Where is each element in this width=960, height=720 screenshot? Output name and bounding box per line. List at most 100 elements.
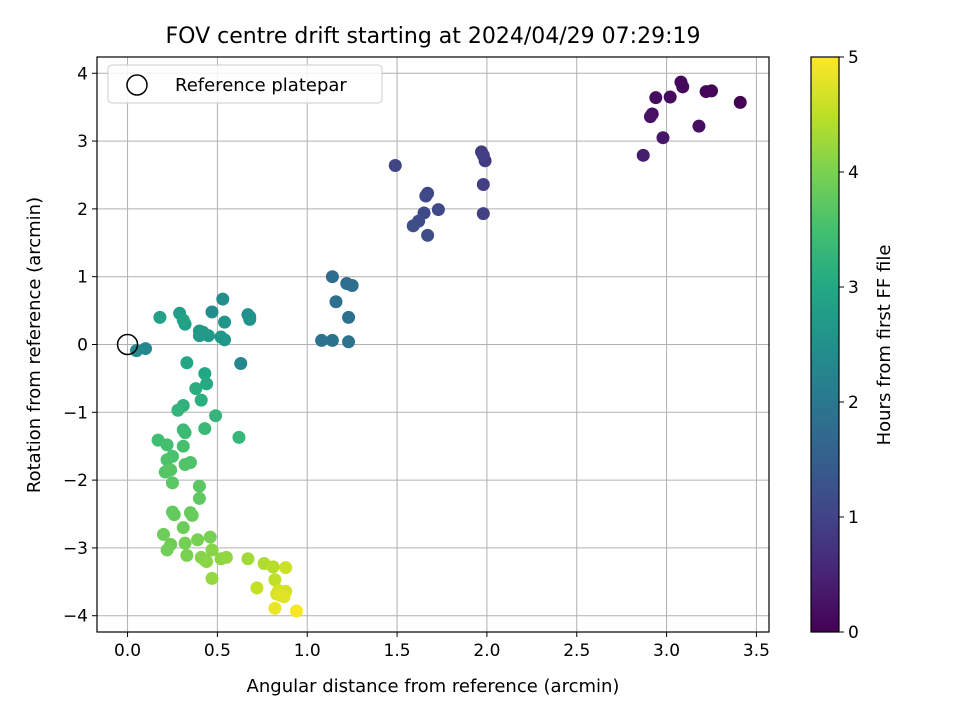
data-point (218, 315, 232, 329)
data-point (315, 333, 329, 347)
y-tick-label: 2 (77, 200, 88, 220)
colorbar-tick-label: 3 (848, 278, 859, 298)
y-tick-label: 1 (77, 268, 88, 288)
data-point (160, 453, 174, 467)
data-point (164, 463, 178, 477)
colorbar-label: Hours from first FF file (874, 245, 895, 446)
data-point (214, 330, 228, 344)
data-point (196, 325, 210, 339)
y-tick-label: 4 (77, 64, 88, 84)
data-point (192, 491, 206, 505)
data-point (268, 601, 282, 615)
data-point (192, 479, 206, 493)
data-point (203, 530, 217, 544)
colorbar-tick-label: 5 (848, 48, 859, 68)
x-tick-label: 3.0 (653, 641, 680, 661)
data-point (205, 571, 219, 585)
data-point (180, 356, 194, 370)
data-point (329, 295, 343, 309)
data-point (130, 344, 144, 358)
data-point (198, 367, 212, 381)
reference-point (116, 333, 139, 356)
y-tick-label: −4 (63, 607, 88, 627)
data-point (160, 543, 174, 557)
colorbar-frame (810, 56, 840, 633)
data-point (636, 148, 650, 162)
data-point (656, 131, 670, 145)
data-point (200, 377, 214, 391)
data-point (289, 604, 303, 618)
x-tick-label: 2.0 (473, 641, 500, 661)
y-tick-label: 3 (77, 132, 88, 152)
legend-entry: Reference platepar (175, 75, 347, 96)
colorbar-tick-label: 1 (848, 508, 859, 528)
colorbar: 0 1 2 3 4 5 Hours from first FF file (810, 48, 895, 643)
x-tick-label: 1.0 (294, 641, 321, 661)
y-tick-label: 0 (77, 336, 88, 356)
x-axis: 0.0 0.5 1.0 1.5 2.0 2.5 3.0 3.5 (114, 632, 770, 661)
data-point (273, 588, 287, 602)
data-point (421, 228, 435, 242)
data-point (194, 393, 208, 407)
data-point (241, 552, 255, 566)
data-point (406, 219, 420, 233)
data-point (209, 409, 223, 423)
data-points (130, 75, 747, 618)
y-tick-label: −2 (63, 471, 88, 491)
data-point (191, 533, 205, 547)
data-point (692, 119, 706, 133)
data-point (345, 279, 359, 293)
data-point (156, 527, 170, 541)
x-tick-label: 0.0 (114, 641, 141, 661)
data-point (250, 581, 264, 595)
data-point (178, 458, 192, 472)
data-point (419, 189, 433, 203)
colorbar-tick-label: 4 (848, 163, 859, 183)
data-point (266, 560, 280, 574)
data-point (219, 550, 233, 564)
chart-title: FOV centre drift starting at 2024/04/29 … (166, 24, 701, 49)
data-point (160, 438, 174, 452)
data-point (185, 508, 199, 522)
data-point (178, 426, 192, 440)
data-point (476, 148, 490, 162)
data-point (153, 310, 167, 324)
data-point (431, 203, 445, 217)
y-tick-label: −3 (63, 539, 88, 559)
data-point (342, 335, 356, 349)
x-tick-label: 1.5 (384, 641, 411, 661)
data-point (176, 521, 190, 535)
data-point (649, 91, 663, 105)
x-axis-label: Angular distance from reference (arcmin) (247, 676, 620, 697)
x-tick-label: 3.5 (743, 641, 770, 661)
y-axis-label: Rotation from reference (arcmin) (24, 197, 45, 493)
data-point (198, 422, 212, 436)
data-point (279, 561, 293, 575)
data-point (234, 356, 248, 370)
y-tick-label: −1 (63, 403, 88, 423)
data-point (325, 333, 339, 347)
data-point (232, 430, 246, 444)
data-point (476, 207, 490, 221)
data-point (167, 508, 181, 522)
reference-platepar-marker (116, 333, 139, 356)
legend-box (107, 64, 383, 104)
y-axis: −4 −3 −2 −1 0 1 2 3 4 (63, 64, 97, 627)
data-point (180, 548, 194, 562)
colorbar-tick-label: 0 (848, 623, 859, 643)
colorbar-gradient (811, 57, 839, 632)
legend-marker-icon (126, 74, 148, 96)
data-point (325, 270, 339, 284)
data-point (476, 177, 490, 191)
data-point (268, 573, 282, 587)
data-point (189, 382, 203, 396)
data-point (388, 158, 402, 172)
x-tick-label: 0.5 (204, 641, 231, 661)
data-point (342, 310, 356, 324)
data-point (176, 439, 190, 453)
data-point (643, 110, 657, 124)
data-point (733, 95, 747, 109)
colorbar-ticks: 0 1 2 3 4 5 (839, 48, 859, 643)
data-point (676, 80, 690, 94)
